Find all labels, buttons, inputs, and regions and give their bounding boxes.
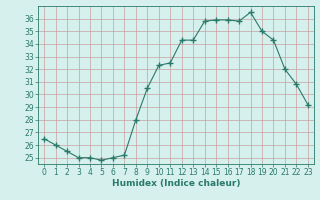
X-axis label: Humidex (Indice chaleur): Humidex (Indice chaleur) <box>112 179 240 188</box>
